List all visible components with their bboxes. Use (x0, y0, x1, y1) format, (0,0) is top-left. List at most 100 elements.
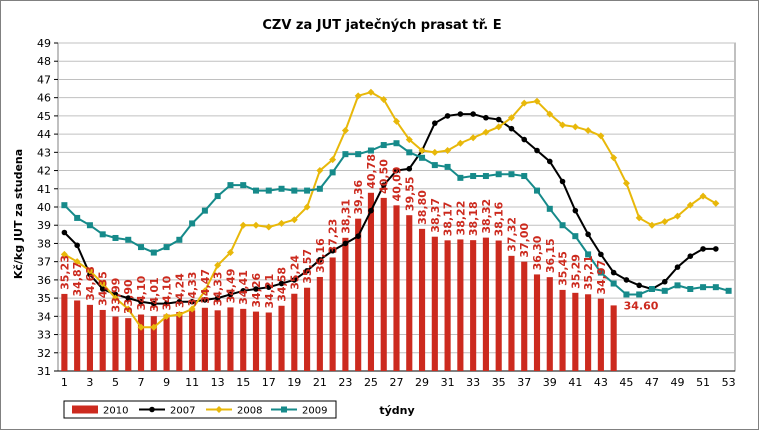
point-2007 (138, 298, 144, 305)
point-2007 (61, 229, 68, 236)
point-2008 (175, 311, 183, 319)
point-2007 (406, 165, 413, 172)
point-2008 (73, 258, 81, 266)
data-label-2010: 34,58 (276, 267, 289, 302)
x-tick-label: 45 (619, 376, 633, 389)
series-line-2007 (63, 113, 716, 305)
point-2009 (240, 182, 247, 189)
point-2009 (163, 244, 170, 251)
y-tick-label: 49 (37, 37, 51, 50)
data-label-2010: 38,22 (454, 201, 467, 236)
bar-2010 (176, 311, 183, 371)
legend-label-2010: 2010 (103, 406, 128, 417)
data-label-2010: 37,00 (518, 223, 531, 258)
data-label-2010: 38,18 (467, 201, 480, 236)
x-tick-label: 47 (645, 376, 659, 389)
bar-2010 (572, 292, 579, 371)
x-tick-label: 15 (236, 376, 250, 389)
point-2009 (572, 233, 579, 240)
x-tick-label: 29 (415, 376, 429, 389)
bar-2010 (304, 287, 311, 371)
point-2009 (74, 214, 81, 221)
point-2009 (648, 286, 655, 292)
data-label-2010: 35,24 (288, 255, 301, 290)
bar-2010 (610, 305, 617, 371)
point-2009 (597, 269, 604, 276)
point-2008 (699, 192, 707, 200)
point-2007 (636, 282, 642, 289)
point-2008 (201, 287, 209, 295)
data-label-2010: 38,80 (416, 190, 429, 225)
bar-2010 (86, 304, 93, 371)
point-2009 (661, 287, 668, 294)
bar-2010 (316, 276, 323, 371)
bar-2010 (201, 307, 208, 371)
point-2008 (124, 305, 132, 313)
point-2009 (252, 187, 259, 194)
x-tick-label: 17 (262, 376, 276, 389)
point-2007 (610, 269, 617, 276)
point-2009 (470, 173, 477, 180)
data-label-2010: 35,23 (58, 255, 71, 290)
bar-2010 (342, 237, 349, 371)
bar-2010 (240, 308, 247, 371)
point-2007 (189, 298, 195, 305)
point-2008 (507, 114, 515, 122)
y-tick-label: 31 (37, 365, 51, 378)
data-label-2010: 38,17 (442, 202, 455, 237)
data-label-2010: 34,35 (97, 271, 110, 306)
bar-2010 (508, 255, 515, 371)
point-2008 (341, 126, 349, 134)
x-tick-label: 43 (594, 376, 608, 389)
point-2007 (713, 246, 719, 252)
point-2008 (137, 323, 145, 331)
x-tick-label: 31 (441, 376, 455, 389)
data-label-2010: 33,99 (109, 278, 122, 313)
data-label-2010: 34,01 (148, 277, 161, 312)
point-2008 (163, 312, 171, 320)
x-tick-label: 51 (696, 376, 710, 389)
legend-swatch-2010 (72, 405, 98, 414)
point-2009 (712, 284, 719, 291)
point-2008 (533, 97, 541, 105)
point-2008 (610, 154, 618, 162)
x-tick-label: 3 (86, 376, 93, 389)
bar-2010 (457, 239, 464, 371)
bar-2010 (61, 293, 68, 371)
point-2009 (99, 231, 106, 238)
data-label-2010: 35,45 (557, 251, 570, 286)
point-2008 (316, 167, 324, 175)
point-2008 (367, 88, 375, 96)
point-2009 (278, 185, 285, 192)
point-2008 (482, 128, 490, 136)
point-2008 (86, 267, 94, 275)
point-2008 (456, 139, 464, 147)
bar-2010 (585, 294, 592, 371)
point-2009 (725, 287, 732, 294)
point-2008 (686, 201, 694, 209)
point-2007 (202, 297, 208, 303)
point-2007 (227, 291, 234, 298)
bar-2010 (265, 312, 272, 371)
point-2008 (214, 261, 222, 269)
point-2007 (329, 247, 336, 254)
data-label-2010: 34,33 (212, 272, 225, 307)
y-tick-label: 37 (37, 256, 51, 269)
x-tick-label: 13 (211, 376, 225, 389)
x-tick-label: 11 (185, 376, 199, 389)
point-2008 (405, 136, 413, 144)
bar-2010 (163, 314, 170, 371)
point-2007 (457, 111, 464, 117)
bar-2010 (112, 316, 119, 371)
point-2008 (60, 250, 68, 258)
point-2009 (86, 222, 93, 229)
bar-2010 (470, 240, 477, 371)
bar-2010 (355, 218, 362, 371)
point-2009 (214, 193, 221, 200)
x-tick-label: 37 (517, 376, 531, 389)
x-tick-label: 53 (722, 376, 736, 389)
data-label-2010: 37,23 (327, 219, 340, 254)
bar-2010 (329, 257, 336, 371)
point-2008 (150, 323, 158, 331)
series-line-2008 (63, 91, 717, 329)
